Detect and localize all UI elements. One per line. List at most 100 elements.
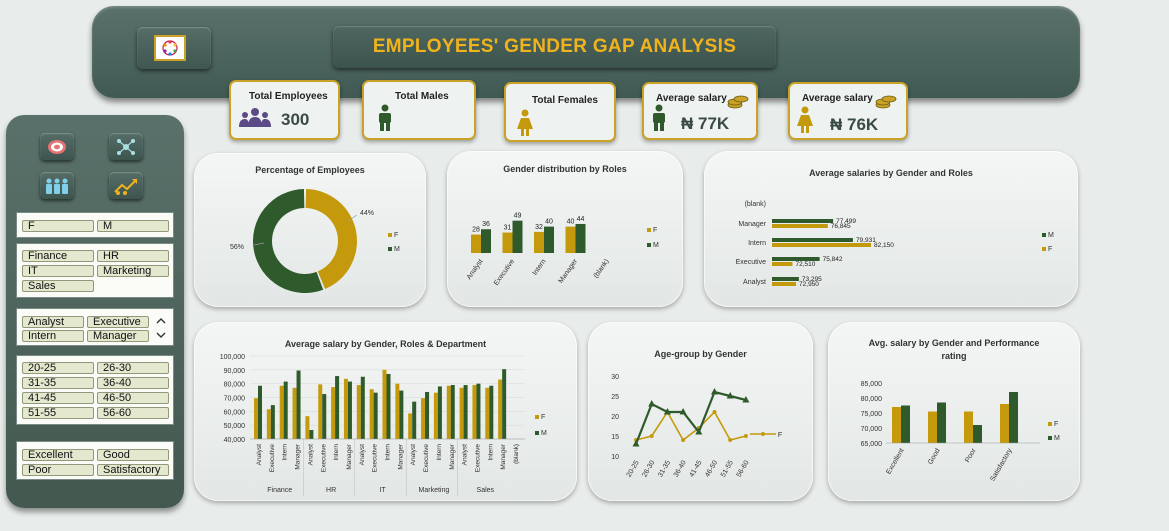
company-logo-icon: [154, 35, 186, 61]
leader-line: [253, 242, 265, 246]
tick-label: 75,000: [861, 411, 883, 418]
marker: [711, 388, 718, 395]
slicer-item-gender[interactable]: M: [97, 220, 169, 232]
data-label: 32: [535, 224, 543, 231]
tick-label: 100,000: [220, 354, 245, 361]
slicer-item-role[interactable]: Analyst: [22, 316, 84, 328]
tick-label: Manager: [738, 221, 766, 228]
bar: [772, 282, 797, 286]
slicer-item-age[interactable]: 51-55: [22, 407, 94, 419]
tick-label: 60,000: [224, 409, 246, 416]
data-label: 44%: [360, 210, 374, 217]
chart-title: Percentage of Employees: [255, 165, 365, 175]
tick-label: Executive: [493, 258, 516, 287]
chart-title: Age-group by Gender: [654, 349, 747, 359]
bar: [534, 231, 544, 253]
marker: [712, 410, 717, 414]
slicer-item-department[interactable]: HR: [97, 250, 169, 262]
slicer-item-department[interactable]: Marketing: [97, 265, 169, 277]
slicer-item-department[interactable]: Sales: [22, 280, 94, 292]
slicer-item-age[interactable]: 46-50: [97, 392, 169, 404]
chart-age-panel: Age-group by Gender 30 25 20 15 10 F 20-25 26-3…: [588, 322, 813, 501]
bar: [254, 398, 258, 439]
legend-label: F: [1054, 421, 1058, 428]
tick-label: 51-55: [720, 459, 735, 478]
scroll-down-icon[interactable]: [156, 331, 166, 339]
data-label: 49: [514, 213, 522, 220]
bar: [283, 381, 288, 439]
scroll-up-icon[interactable]: [156, 317, 166, 325]
slicer-item-age[interactable]: 26-30: [97, 362, 169, 374]
bar: [335, 376, 340, 439]
tick-label: Analyst: [743, 279, 766, 286]
bar: [772, 262, 793, 266]
people-group-icon: [239, 108, 271, 127]
data-label: 79,931: [856, 237, 876, 244]
bar: [437, 386, 442, 439]
series-line: [635, 410, 747, 442]
slicer-item-role[interactable]: Manager: [87, 330, 149, 342]
bar: [772, 243, 872, 247]
bar: [446, 385, 451, 439]
legend-label: F: [653, 227, 657, 234]
dashboard-title-bar: EMPLOYEES' GENDER GAP ANALYSIS: [333, 26, 776, 68]
marker: [743, 434, 748, 438]
legend-label: F: [1048, 246, 1052, 253]
male-person-icon: [379, 104, 391, 131]
tick-label: Analyst: [462, 444, 469, 466]
tick-label: 36-40: [673, 459, 688, 478]
slicer-item-age[interactable]: 20-25: [22, 362, 94, 374]
slicer-item-age[interactable]: 31-35: [22, 377, 94, 389]
tick-label: 26-30: [641, 459, 656, 478]
bar: [279, 385, 284, 439]
logo-button[interactable]: [137, 27, 211, 69]
nav-target-button[interactable]: [40, 133, 74, 160]
bar: [433, 392, 438, 439]
bar: [421, 398, 426, 439]
bar: [772, 224, 828, 228]
data-label: 31: [504, 225, 512, 232]
legend-label: M: [541, 430, 547, 437]
tick-label: Executive: [474, 444, 481, 473]
kpi-total-females: Total Females: [504, 82, 616, 142]
data-label: 75,842: [823, 256, 843, 263]
nav-growth-button[interactable]: [109, 172, 143, 199]
bar: [270, 405, 275, 439]
nav-team-button[interactable]: [40, 172, 74, 199]
kpi-label: Total Females: [532, 95, 598, 106]
slicer-item-performance[interactable]: Excellent: [22, 449, 94, 461]
tick-label: 70,000: [224, 396, 246, 403]
slicer-item-gender[interactable]: F: [22, 220, 94, 232]
tick-label: 50,000: [224, 423, 246, 430]
slicer-item-age[interactable]: 56-60: [97, 407, 169, 419]
slicer-item-performance[interactable]: Satisfactory: [97, 464, 169, 476]
slicer-item-performance[interactable]: Poor: [22, 464, 94, 476]
nav-network-button[interactable]: [109, 133, 143, 160]
data-label: 76,845: [831, 223, 851, 230]
kpi-average-salary-female: Average salary ₦ 76K: [788, 82, 908, 140]
slicer-item-role[interactable]: Intern: [22, 330, 84, 342]
legend-swatch: [388, 247, 392, 251]
department-label: Sales: [477, 487, 495, 494]
bar: [964, 411, 973, 443]
chart-title: Avg. salary by Gender and Performance ra…: [828, 337, 1080, 363]
bar: [502, 232, 513, 253]
slicer-item-department[interactable]: IT: [22, 265, 94, 277]
slicer-item-age[interactable]: 41-45: [22, 392, 94, 404]
chart-title: Average salary by Gender, Roles & Depart…: [284, 339, 487, 349]
bar: [772, 277, 799, 281]
bar: [373, 392, 378, 439]
slicer-item-role[interactable]: Executive: [87, 316, 149, 328]
slicer-item-age[interactable]: 36-40: [97, 377, 169, 389]
bar: [481, 229, 491, 253]
bar: [347, 381, 352, 439]
female-person-icon: [517, 109, 533, 136]
legend-label: M: [653, 242, 659, 249]
donut-slice: [253, 189, 324, 293]
slicer-item-department[interactable]: Finance: [22, 250, 94, 262]
data-label: 77,499: [836, 218, 856, 225]
bar: [1009, 392, 1018, 443]
slicer-item-performance[interactable]: Good: [97, 449, 169, 461]
